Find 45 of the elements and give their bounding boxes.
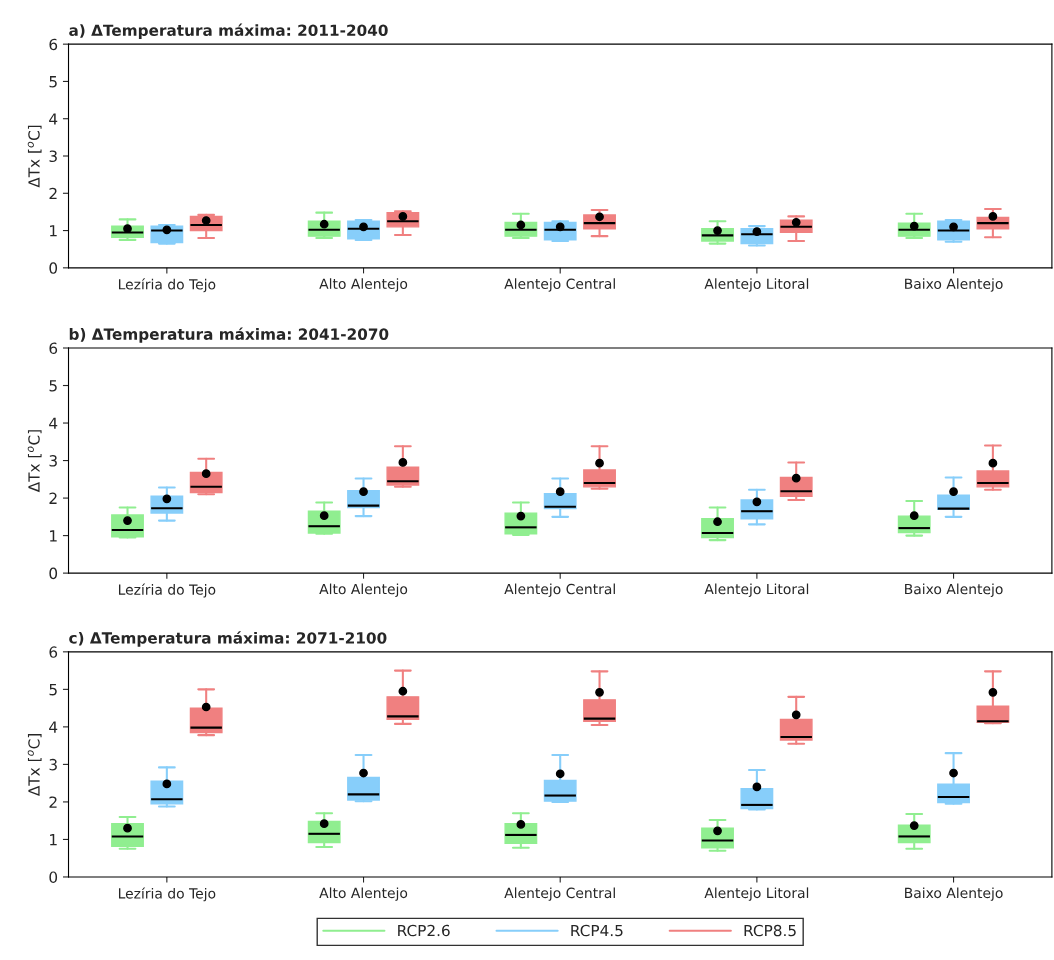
x-tick-label: Alto Alentejo	[319, 583, 408, 597]
y-axis-title: ΔTx [$^{o}$C]	[27, 430, 42, 493]
y-tick-label: 2	[49, 796, 57, 808]
x-tick-label: Baixo Alentejo	[905, 887, 1003, 901]
y-tick-label: 5	[49, 380, 57, 392]
x-tick-label: Lezíria do Tejo	[118, 583, 216, 598]
y-tick-label: 1	[50, 225, 57, 237]
x-tick-label: Alentejo Central	[504, 887, 615, 901]
legend-label: RCP2.6	[398, 924, 450, 937]
y-tick-label: 0	[49, 567, 58, 580]
x-tick-label: Alentejo Central	[504, 583, 615, 597]
y-tick-label: 6	[49, 646, 58, 658]
chart-title: c) ΔTemperatura máxima: 2071-2100	[69, 631, 387, 647]
y-tick-label: 3	[49, 150, 57, 163]
x-tick-label: Baixo Alentejo	[905, 583, 1003, 597]
x-tick-label: Alentejo Litoral	[704, 887, 809, 901]
x-tick-label: Alentejo Litoral	[704, 278, 809, 292]
y-tick-label: 3	[49, 455, 57, 467]
x-tick-label: Alentejo Central	[504, 278, 615, 292]
legend-label: RCP4.5	[571, 924, 623, 937]
y-tick-label: 4	[49, 113, 58, 125]
x-tick-label: Lezíria do Tejo	[118, 278, 216, 293]
chart-title: b) ΔTemperatura máxima: 2041-2070	[69, 327, 389, 343]
y-tick-label: 5	[49, 76, 57, 88]
legend-label: RCP8.5	[744, 924, 796, 937]
y-tick-label: 4	[49, 417, 58, 429]
y-axis-title: ΔTx [$^{o}$C]	[27, 125, 42, 188]
y-tick-label: 1	[50, 834, 57, 846]
y-tick-label: 2	[49, 492, 57, 504]
x-tick-label: Alentejo Litoral	[704, 583, 809, 597]
y-tick-label: 3	[49, 758, 57, 771]
y-tick-label: 1	[50, 530, 57, 542]
y-tick-label: 6	[49, 342, 58, 355]
y-tick-label: 4	[49, 721, 58, 733]
y-tick-label: 6	[49, 38, 58, 51]
y-axis-title: ΔTx [$^{o}$C]	[27, 734, 42, 796]
x-tick-label: Baixo Alentejo	[905, 278, 1003, 292]
y-tick-label: 0	[49, 871, 58, 883]
chart-title: a) ΔTemperatura máxima: 2011-2040	[69, 23, 388, 39]
x-tick-label: Lezíria do Tejo	[118, 887, 216, 902]
x-tick-label: Alto Alentejo	[319, 278, 408, 292]
y-tick-label: 0	[49, 262, 58, 274]
y-tick-label: 5	[49, 684, 57, 696]
x-tick-label: Alto Alentejo	[319, 887, 408, 901]
y-tick-label: 2	[49, 187, 57, 200]
